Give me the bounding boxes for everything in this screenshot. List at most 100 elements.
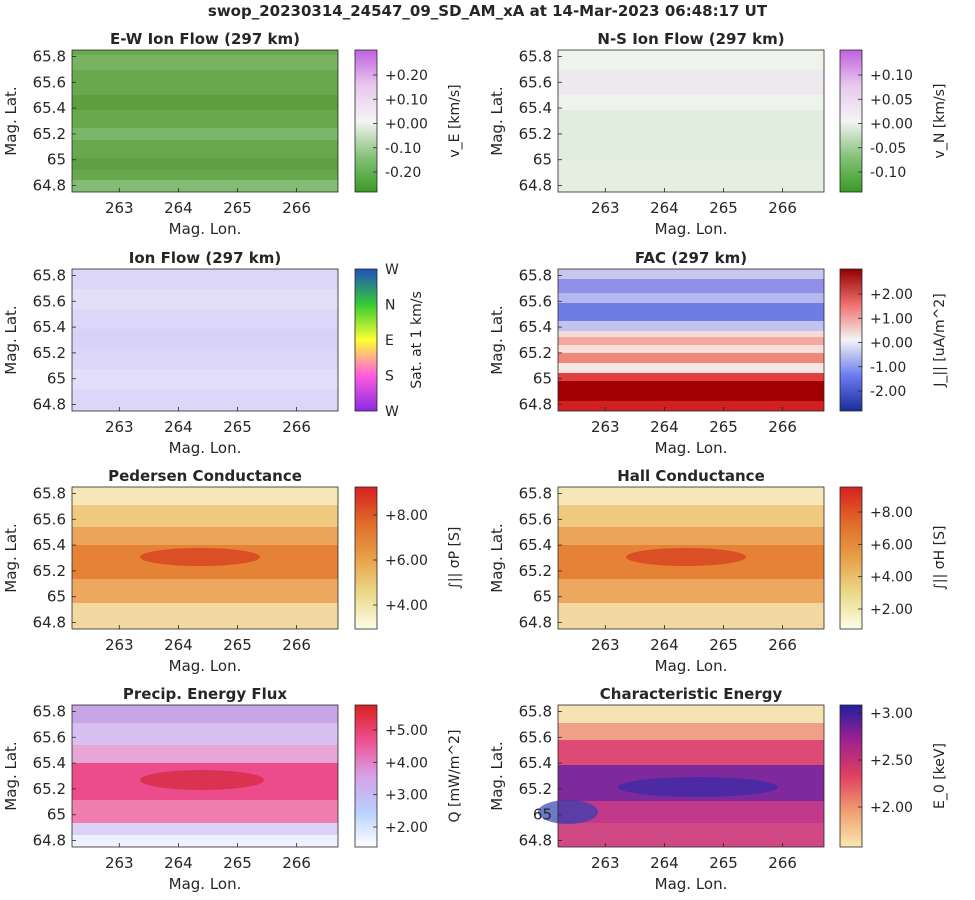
x-tick-label: 264 (164, 854, 193, 872)
y-tick-label: 65.8 (519, 47, 552, 65)
x-tick-label: 266 (282, 418, 311, 436)
x-tick-label: 265 (709, 199, 738, 217)
colorbar (354, 704, 378, 848)
x-axis-label: Mag. Lon. (655, 220, 728, 238)
x-tick-label: 263 (591, 418, 620, 436)
colorbar-tick-label: +2.00 (385, 820, 428, 836)
y-axis-label: Mag. Lat. (2, 86, 20, 155)
panel-2: N-S Ion Flow (297 km) 263 264 265 266 64.8 65 6… (488, 30, 948, 238)
panel-8: Characteristic Energy 263 264 265 266 64.8 65 6… (488, 685, 948, 893)
axes-box (71, 704, 339, 848)
axes-box (71, 49, 339, 193)
x-tick-label: 266 (282, 854, 311, 872)
y-tick-label: 64.8 (33, 832, 66, 850)
colorbar-tick-label: +0.00 (870, 117, 913, 133)
panel-4: FAC (297 km) 263 264 265 266 64.8 65 65.2 65.4 65… (488, 249, 948, 457)
colorbar (354, 486, 378, 630)
y-tick-label: 65.6 (33, 292, 66, 310)
x-tick-label: 264 (650, 854, 679, 872)
colorbar-label: ∫|| σH [S] (932, 526, 948, 591)
x-axis-label: Mag. Lon. (655, 657, 728, 675)
colorbar-label: E_0 [keV] (932, 743, 948, 809)
y-tick-label: 65.2 (519, 344, 552, 362)
panel-6: Hall Conductance 263 264 265 266 64.8 65 65.2 65… (488, 467, 948, 675)
y-tick-label: 65 (533, 588, 552, 606)
panel-title: Precip. Energy Flux (123, 685, 288, 703)
x-tick-label: 264 (650, 418, 679, 436)
colorbar-tick-label: -0.10 (870, 165, 906, 181)
colorbar-tick-label: +4.00 (870, 570, 913, 586)
x-tick-label: 265 (223, 636, 252, 654)
colorbar-tick-label: W (385, 262, 399, 278)
x-axis-label: Mag. Lon. (169, 220, 242, 238)
y-tick-label: 65.8 (33, 484, 66, 502)
y-tick-label: 65.6 (519, 510, 552, 528)
colorbar-tick-label: S (385, 369, 394, 385)
y-tick-label: 65.6 (519, 292, 552, 310)
panel-7: Precip. Energy Flux 263 264 265 266 64.8 65 65.… (2, 685, 463, 893)
x-tick-label: 264 (650, 636, 679, 654)
heatmap-image (72, 705, 338, 847)
axes-box (557, 268, 825, 412)
y-tick-label: 65.4 (33, 318, 66, 336)
y-tick-label: 65.8 (519, 266, 552, 284)
y-axis-label: Mag. Lat. (2, 305, 20, 374)
x-tick-label: 266 (768, 199, 797, 217)
x-tick-label: 265 (223, 199, 252, 217)
colorbar (354, 268, 378, 412)
y-tick-label: 65.4 (33, 536, 66, 554)
y-tick-label: 65 (533, 370, 552, 388)
colorbar-tick-label: N (385, 298, 395, 314)
colorbar-tick-label: +3.00 (870, 706, 913, 722)
y-axis-label: Mag. Lat. (488, 741, 506, 810)
colorbar-tick-label: -0.20 (385, 165, 421, 181)
colorbar (839, 486, 863, 630)
x-tick-label: 264 (164, 418, 193, 436)
x-tick-label: 263 (105, 418, 134, 436)
colorbar-tick-label: +5.00 (385, 723, 428, 739)
colorbar-label: v_E [km/s] (447, 84, 463, 157)
y-tick-label: 65.2 (33, 780, 66, 798)
heatmap-image (72, 269, 338, 411)
x-axis-label: Mag. Lon. (169, 657, 242, 675)
y-tick-label: 65.8 (33, 47, 66, 65)
y-tick-label: 64.8 (519, 177, 552, 195)
x-tick-label: 263 (105, 854, 134, 872)
colorbar-tick-label: +2.00 (870, 800, 913, 816)
colorbar-label: v_N [km/s] (932, 84, 948, 159)
y-tick-label: 64.8 (519, 614, 552, 632)
x-tick-label: 263 (591, 199, 620, 217)
x-axis-label: Mag. Lon. (655, 439, 728, 457)
x-tick-label: 265 (223, 854, 252, 872)
heatmap-image (558, 487, 824, 629)
colorbar-tick-label: +2.00 (870, 287, 913, 303)
colorbar-tick-label: W (385, 404, 399, 420)
y-axis-label: Mag. Lat. (488, 523, 506, 592)
y-axis-label: Mag. Lat. (488, 86, 506, 155)
y-tick-label: 65.8 (519, 702, 552, 720)
colorbar-tick-label: -0.10 (385, 141, 421, 157)
y-tick-label: 65.2 (519, 780, 552, 798)
colorbar-tick-label: +6.00 (870, 537, 913, 553)
y-tick-label: 65 (533, 806, 552, 824)
heatmap-image (72, 50, 338, 192)
y-tick-label: 65.6 (519, 73, 552, 91)
colorbar (354, 49, 378, 193)
x-tick-label: 266 (768, 418, 797, 436)
x-tick-label: 264 (164, 199, 193, 217)
y-tick-label: 65.2 (519, 125, 552, 143)
colorbar-tick-label: +0.05 (870, 92, 913, 108)
y-tick-label: 65 (47, 588, 66, 606)
y-tick-label: 65 (47, 370, 66, 388)
colorbar-tick-label: +2.50 (870, 753, 913, 769)
x-tick-label: 263 (591, 636, 620, 654)
y-tick-label: 65.6 (33, 728, 66, 746)
axes-box (557, 49, 825, 193)
colorbar-tick-label: +1.00 (870, 311, 913, 327)
colorbar-tick-label: +6.00 (385, 553, 428, 569)
y-tick-label: 65.6 (33, 73, 66, 91)
y-tick-label: 65.8 (33, 702, 66, 720)
x-axis-label: Mag. Lon. (169, 875, 242, 893)
axes-box (557, 704, 825, 848)
